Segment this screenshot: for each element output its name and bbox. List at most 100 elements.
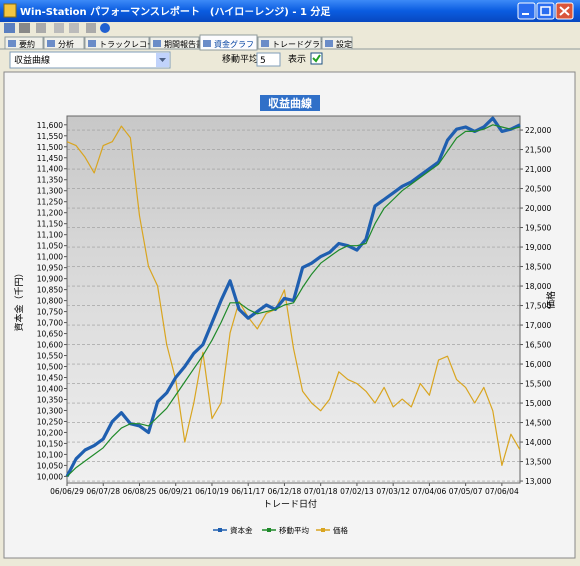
y2-tick-label: 16,000 (525, 360, 551, 369)
y2-tick-label: 14,500 (525, 419, 551, 428)
legend-label: 資本金 (230, 525, 253, 535)
x-tick-label: 07/02/13 (340, 487, 374, 496)
tab-label: 資金グラフ (214, 39, 254, 49)
x-tick-label: 06/11/17 (231, 487, 265, 496)
y-tick-label: 11,250 (37, 198, 63, 207)
x-tick-label: 07/01/18 (304, 487, 338, 496)
y-tick-label: 11,000 (37, 253, 63, 262)
tab-icon (88, 40, 96, 47)
y2-tick-label: 18,500 (525, 263, 551, 272)
y2-tick-label: 14,000 (525, 438, 551, 447)
tab[interactable] (257, 36, 322, 50)
y2-tick-label: 13,000 (525, 477, 551, 486)
x-tick-label: 07/03/12 (376, 487, 410, 496)
show-label: 表示 (288, 53, 306, 65)
y-tick-label: 11,150 (37, 220, 63, 229)
tab-icon (8, 40, 16, 47)
y-axis-label: 資本金（千円） (13, 268, 25, 331)
x-tick-label: 06/09/21 (159, 487, 193, 496)
x-tick-label: 07/04/06 (413, 487, 447, 496)
x-tick-label: 07/06/04 (485, 487, 519, 496)
tab[interactable] (199, 34, 258, 51)
window-buttons (517, 2, 574, 20)
y-tick-label: 10,750 (37, 308, 63, 317)
y-tick-label: 11,350 (37, 176, 63, 185)
y2-tick-label: 17,500 (525, 302, 551, 311)
tab-label: 設定 (336, 39, 352, 49)
legend-label: 価格 (333, 525, 348, 535)
y-tick-label: 11,100 (37, 231, 63, 240)
minimize-button[interactable] (517, 2, 536, 20)
y-tick-label: 10,900 (37, 275, 63, 284)
tab-label: トレードグラフ (272, 39, 328, 49)
y2-tick-label: 15,500 (525, 380, 551, 389)
y-tick-label: 10,800 (37, 297, 63, 306)
y-tick-label: 10,150 (37, 439, 63, 448)
y-tick-label: 10,600 (37, 341, 63, 350)
window-title: Win-Station パフォーマンスレポート (ハイロ－レンジ) - 1 分足 (20, 5, 331, 18)
x-tick-label: 06/10/19 (195, 487, 229, 496)
y-tick-label: 11,500 (37, 143, 63, 152)
dropdown[interactable] (9, 51, 171, 69)
y-tick-label: 11,600 (37, 121, 63, 130)
tab-bar: 要約 分析 トラックレコード 期間報告書 資金グラフ トレードグラフ 設定 (4, 34, 353, 51)
y2-tick-label: 21,500 (525, 146, 551, 155)
y2-tick-label: 16,500 (525, 341, 551, 350)
tab-label: トラックレコード (99, 40, 163, 49)
y-tick-label: 10,650 (37, 330, 63, 339)
y-tick-label: 10,100 (37, 450, 63, 459)
toolbar (4, 23, 110, 33)
toolbar-button[interactable] (36, 23, 46, 33)
y-tick-label: 10,450 (37, 374, 63, 383)
legend-label: 移動平均 (279, 525, 309, 535)
toolbar-button[interactable] (86, 23, 96, 33)
maximize-button[interactable] (536, 2, 555, 20)
x-tick-label: 07/05/07 (449, 487, 483, 496)
toolbar-button[interactable] (4, 23, 15, 33)
x-axis-label: トレード日付 (263, 499, 317, 510)
y-tick-label: 10,500 (37, 363, 63, 372)
tab-icon (153, 40, 161, 47)
y2-tick-label: 20,000 (525, 204, 551, 213)
ma-input[interactable] (256, 52, 281, 67)
tab-icon (261, 40, 269, 47)
tab-icon (325, 40, 333, 47)
help-button[interactable] (100, 23, 110, 33)
y2-tick-label: 19,500 (525, 224, 551, 233)
y2-tick-label: 21,000 (525, 165, 551, 174)
app-icon (3, 3, 17, 18)
series-line (65, 116, 521, 478)
toolbar-button[interactable] (19, 23, 30, 33)
tab[interactable] (149, 36, 200, 50)
y-tick-label: 10,200 (37, 428, 63, 437)
series-line (66, 124, 521, 477)
plot-border (66, 115, 521, 484)
y2-tick-label: 13,500 (525, 458, 551, 467)
y-tick-label: 11,200 (37, 209, 63, 218)
tab-label: 要約 (19, 39, 35, 49)
series-line (66, 125, 521, 466)
toolbar-button[interactable] (54, 23, 64, 33)
y-tick-label: 11,050 (37, 242, 63, 251)
y2-tick-label: 18,000 (525, 282, 551, 291)
y2-axis-label: 価格 (545, 291, 557, 309)
y-tick-label: 10,950 (37, 264, 63, 273)
y-tick-label: 10,250 (37, 417, 63, 426)
y2-tick-label: 20,500 (525, 185, 551, 194)
legend-marker (321, 528, 325, 532)
y-tick-label: 11,450 (37, 154, 63, 163)
y-tick-label: 11,400 (37, 165, 63, 174)
y-tick-label: 10,300 (37, 406, 63, 415)
toolbar-button[interactable] (69, 23, 79, 33)
tab-icon (47, 40, 55, 47)
y-tick-label: 10,000 (37, 472, 63, 481)
y-tick-label: 10,700 (37, 319, 63, 328)
y-tick-label: 10,350 (37, 395, 63, 404)
y2-tick-label: 17,000 (525, 321, 551, 330)
dropdown-value: 収益曲線 (14, 54, 50, 66)
y2-tick-label: 15,000 (525, 399, 551, 408)
tab[interactable] (84, 36, 150, 50)
x-tick-label: 06/12/18 (268, 487, 302, 496)
